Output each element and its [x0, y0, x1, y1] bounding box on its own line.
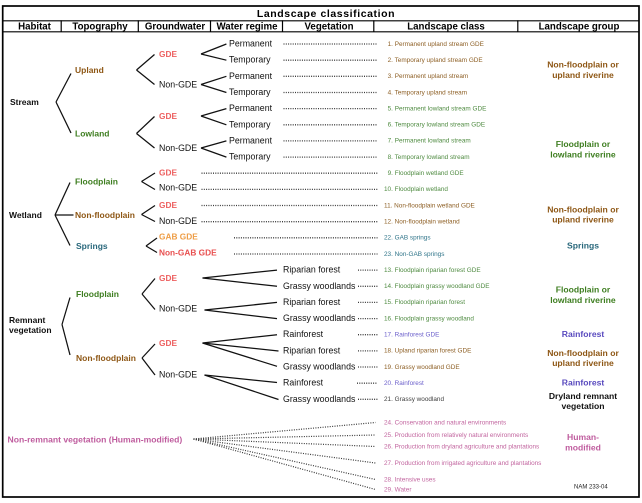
svg-text:Floodplain or: Floodplain or: [556, 284, 611, 294]
svg-text:Water regime: Water regime: [216, 21, 278, 32]
svg-text:Groundwater: Groundwater: [145, 21, 206, 32]
svg-text:10. Floodplain wetland: 10. Floodplain wetland: [384, 186, 448, 193]
svg-text:21. Grassy woodland: 21. Grassy woodland: [384, 396, 444, 403]
svg-text:28. Intensive uses: 28. Intensive uses: [384, 476, 436, 483]
svg-text:Rainforest: Rainforest: [562, 378, 605, 388]
svg-text:upland riverine: upland riverine: [552, 214, 614, 224]
svg-text:Non-GDE: Non-GDE: [159, 304, 197, 314]
svg-text:Grassy woodlands: Grassy woodlands: [283, 313, 356, 323]
svg-text:upland riverine: upland riverine: [552, 70, 614, 80]
svg-text:Temporary: Temporary: [229, 55, 271, 65]
svg-text:2. Temporary upland stream GDE: 2. Temporary upland stream GDE: [388, 57, 483, 64]
svg-text:Rainforest: Rainforest: [283, 378, 324, 388]
svg-text:Stream: Stream: [10, 97, 39, 107]
svg-text:modified: modified: [565, 443, 601, 453]
svg-text:7. Permanent lowland stream: 7. Permanent lowland stream: [388, 138, 471, 145]
svg-text:Temporary: Temporary: [229, 119, 271, 129]
svg-text:4. Temporary upland stream: 4. Temporary upland stream: [388, 89, 467, 96]
svg-text:Rainforest: Rainforest: [283, 329, 324, 339]
svg-text:5. Permanent lowland stream GD: 5. Permanent lowland stream GDE: [388, 105, 487, 112]
svg-text:Non-floodplain: Non-floodplain: [75, 210, 135, 220]
svg-text:Non-remnant vegetation (Human-: Non-remnant vegetation (Human-modified): [8, 435, 183, 445]
svg-text:GDE: GDE: [159, 338, 177, 348]
svg-text:GDE: GDE: [159, 49, 177, 59]
svg-text:Wetland: Wetland: [9, 210, 42, 220]
svg-text:Lowland: Lowland: [75, 129, 109, 139]
svg-text:GAB GDE: GAB GDE: [159, 232, 198, 242]
svg-text:13. Floodplain riparian forest: 13. Floodplain riparian forest GDE: [384, 267, 481, 274]
svg-text:24. Conservation and natural e: 24. Conservation and natural environment…: [384, 419, 506, 426]
svg-text:Temporary: Temporary: [229, 87, 271, 97]
svg-text:26. Production from dryland ag: 26. Production from dryland agriculture …: [384, 443, 539, 450]
svg-text:1. Permanent upland stream GDE: 1. Permanent upland stream GDE: [388, 41, 484, 48]
svg-text:upland riverine: upland riverine: [552, 358, 614, 368]
svg-text:Non-floodplain or: Non-floodplain or: [547, 59, 619, 69]
svg-text:Non-GDE: Non-GDE: [159, 143, 197, 153]
svg-text:Grassy woodlands: Grassy woodlands: [283, 394, 356, 404]
svg-text:GDE: GDE: [159, 168, 177, 178]
svg-text:Landscape classification: Landscape classification: [257, 8, 395, 20]
svg-text:lowland riverine: lowland riverine: [550, 149, 616, 159]
svg-text:Landscape group: Landscape group: [539, 21, 620, 32]
svg-text:15. Floodplain riparian forest: 15. Floodplain riparian forest: [384, 299, 465, 306]
svg-text:Floodplain: Floodplain: [75, 176, 118, 186]
svg-text:Landscape class: Landscape class: [407, 21, 485, 32]
svg-text:Human-: Human-: [567, 432, 599, 442]
svg-text:GDE: GDE: [159, 111, 177, 121]
svg-text:Riparian forest: Riparian forest: [283, 297, 341, 307]
svg-text:Non-GDE: Non-GDE: [159, 216, 197, 226]
svg-text:Non-floodplain or: Non-floodplain or: [547, 204, 619, 214]
svg-text:Springs: Springs: [76, 241, 108, 251]
svg-text:19. Grassy woodland GDE: 19. Grassy woodland GDE: [384, 364, 460, 371]
svg-text:lowland riverine: lowland riverine: [550, 295, 616, 305]
svg-text:Non-floodplain or: Non-floodplain or: [547, 348, 619, 358]
svg-text:Grassy woodlands: Grassy woodlands: [283, 362, 356, 372]
svg-text:GDE: GDE: [159, 273, 177, 283]
svg-text:11. Non-floodplain wetland GDE: 11. Non-floodplain wetland GDE: [384, 202, 475, 209]
svg-text:25. Production from relatively: 25. Production from relatively natural e…: [384, 432, 528, 439]
svg-text:Grassy woodlands: Grassy woodlands: [283, 281, 356, 291]
svg-text:Rainforest: Rainforest: [562, 329, 605, 339]
svg-text:Permanent: Permanent: [229, 135, 273, 145]
svg-text:12. Non-floodplain wetland: 12. Non-floodplain wetland: [384, 219, 460, 226]
svg-text:Habitat: Habitat: [18, 21, 52, 32]
svg-text:27. Production from irrigated: 27. Production from irrigated agricultur…: [384, 460, 541, 467]
svg-text:18. Upland riparian forest GDE: 18. Upland riparian forest GDE: [384, 348, 471, 355]
svg-text:3. Permanent upland stream: 3. Permanent upland stream: [388, 73, 469, 80]
svg-text:Non-GAB GDE: Non-GAB GDE: [159, 248, 217, 258]
svg-text:vegetation: vegetation: [562, 401, 605, 411]
svg-text:Permanent: Permanent: [229, 103, 273, 113]
svg-text:vegetation: vegetation: [9, 325, 52, 335]
svg-text:22. GAB springs: 22. GAB springs: [384, 235, 431, 242]
svg-text:Upland: Upland: [75, 65, 104, 75]
svg-text:17. Rainforest GDE: 17. Rainforest GDE: [384, 332, 439, 339]
svg-text:Non-floodplain: Non-floodplain: [76, 353, 136, 363]
svg-text:20. Rainforest: 20. Rainforest: [384, 380, 424, 387]
svg-text:29. Water: 29. Water: [384, 486, 412, 493]
svg-text:Vegetation: Vegetation: [305, 21, 354, 32]
svg-text:NAM 233-04: NAM 233-04: [574, 485, 608, 491]
svg-text:6. Temporary lowland stream GD: 6. Temporary lowland stream GDE: [388, 122, 486, 129]
svg-text:14. Floodplain grassy woodland: 14. Floodplain grassy woodland GDE: [384, 283, 490, 290]
svg-text:Riparian forest: Riparian forest: [283, 265, 341, 275]
svg-text:16. Floodplain grassy woodland: 16. Floodplain grassy woodland: [384, 315, 474, 322]
svg-text:Remnant: Remnant: [9, 315, 46, 325]
svg-text:Permanent: Permanent: [229, 71, 273, 81]
svg-text:Non-GDE: Non-GDE: [159, 183, 197, 193]
svg-text:Non-GDE: Non-GDE: [159, 80, 197, 90]
svg-text:9. Floodplain wetland GDE: 9. Floodplain wetland GDE: [388, 170, 464, 177]
svg-text:Floodplain: Floodplain: [76, 289, 119, 299]
svg-text:Dryland remnant: Dryland remnant: [549, 391, 617, 401]
svg-text:Topography: Topography: [72, 21, 128, 32]
svg-text:23. Non-GAB springs: 23. Non-GAB springs: [384, 251, 444, 258]
svg-text:Riparian forest: Riparian forest: [283, 345, 341, 355]
svg-text:Non-GDE: Non-GDE: [159, 370, 197, 380]
svg-text:Floodplain or: Floodplain or: [556, 139, 611, 149]
svg-text:Springs: Springs: [567, 241, 599, 251]
svg-text:8. Temporary lowland stream: 8. Temporary lowland stream: [388, 154, 470, 161]
svg-text:GDE: GDE: [159, 200, 177, 210]
svg-text:Temporary: Temporary: [229, 152, 271, 162]
svg-text:Permanent: Permanent: [229, 39, 273, 49]
